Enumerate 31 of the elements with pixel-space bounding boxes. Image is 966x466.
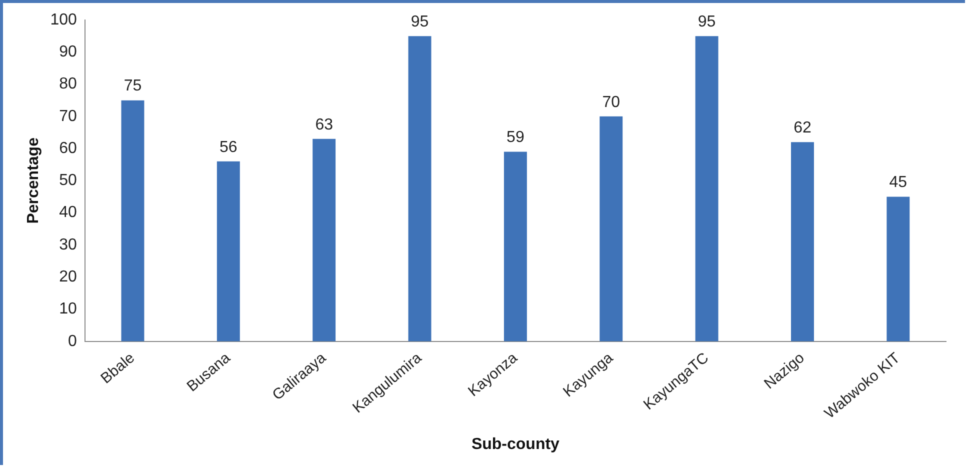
bar xyxy=(216,161,240,342)
data-label: 62 xyxy=(794,120,812,137)
data-label: 63 xyxy=(315,116,334,134)
y-tick-label: 20 xyxy=(59,268,77,286)
y-tick-label: 0 xyxy=(68,332,77,350)
y-tick-label: 90 xyxy=(59,44,77,61)
y-axis-title: Percentage xyxy=(25,137,42,224)
bar xyxy=(791,142,814,342)
bar xyxy=(312,138,336,342)
data-label: 70 xyxy=(602,94,620,111)
data-label: 45 xyxy=(889,174,908,192)
data-label: 56 xyxy=(220,138,238,156)
y-tick-label: 40 xyxy=(59,204,77,222)
data-label: 59 xyxy=(506,129,524,146)
bar xyxy=(600,116,623,342)
y-tick-label: 80 xyxy=(59,76,77,93)
bar xyxy=(504,152,527,342)
data-label: 95 xyxy=(410,13,429,30)
y-tick-label: 100 xyxy=(50,11,77,28)
bar xyxy=(408,36,432,342)
bar xyxy=(121,100,144,342)
y-tick-label: 60 xyxy=(59,140,77,157)
y-tick-label: 30 xyxy=(59,236,77,254)
y-tick-label: 50 xyxy=(59,172,77,190)
bar xyxy=(886,196,910,342)
y-tick-label: 10 xyxy=(59,300,77,318)
data-label: 95 xyxy=(698,13,716,30)
y-tick-label: 70 xyxy=(59,108,77,125)
bar xyxy=(695,36,718,342)
data-label: 75 xyxy=(124,78,142,95)
x-axis-title: Sub-county xyxy=(471,436,560,453)
